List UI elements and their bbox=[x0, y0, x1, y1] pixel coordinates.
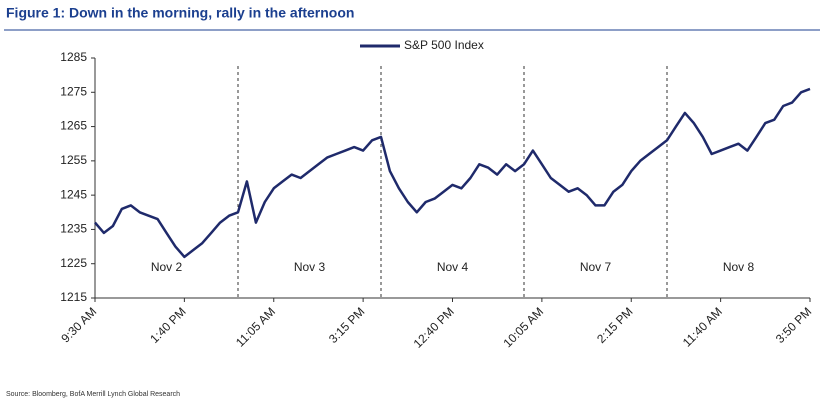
day-label: Nov 4 bbox=[437, 260, 469, 274]
y-tick-label: 1215 bbox=[60, 290, 87, 304]
x-tick-label: 9:30 AM bbox=[58, 304, 99, 345]
y-tick-label: 1245 bbox=[60, 187, 87, 201]
y-tick-label: 1285 bbox=[60, 50, 87, 64]
x-tick-label: 3:50 PM bbox=[773, 304, 815, 346]
legend-label: S&P 500 Index bbox=[404, 38, 484, 52]
x-tick-label: 3:15 PM bbox=[326, 304, 368, 346]
day-label: Nov 2 bbox=[151, 260, 183, 274]
day-label: Nov 3 bbox=[294, 260, 326, 274]
source-note: Source: Bloomberg, BofA Merrill Lynch Gl… bbox=[6, 391, 180, 398]
y-tick-label: 1265 bbox=[60, 119, 87, 133]
series-line bbox=[94, 87, 811, 259]
y-tick-label: 1255 bbox=[60, 153, 87, 167]
chart-title: Figure 1: Down in the morning, rally in … bbox=[6, 5, 354, 21]
x-tick-label: 2:15 PM bbox=[594, 304, 636, 346]
y-tick-label: 1235 bbox=[60, 222, 87, 236]
x-tick-label: 11:40 AM bbox=[680, 304, 725, 349]
x-tick-label: 10:05 AM bbox=[500, 304, 546, 350]
day-label: Nov 8 bbox=[723, 260, 755, 274]
x-tick-label: 12:40 PM bbox=[411, 304, 457, 350]
y-tick-label: 1225 bbox=[60, 256, 87, 270]
y-tick-label: 1275 bbox=[60, 84, 87, 98]
x-tick-label: 1:40 PM bbox=[147, 304, 189, 346]
x-tick-label: 11:05 AM bbox=[233, 304, 278, 349]
day-label: Nov 7 bbox=[580, 260, 612, 274]
